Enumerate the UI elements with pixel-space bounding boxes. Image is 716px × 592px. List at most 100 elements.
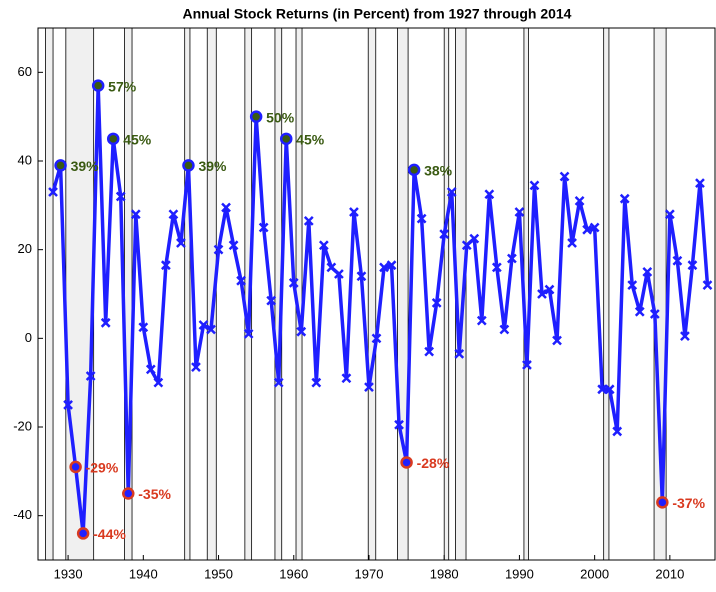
x-marker [476, 315, 487, 326]
value-label: 45% [296, 132, 325, 148]
highlight-marker [91, 79, 105, 92]
x-marker [258, 222, 269, 233]
x-marker [379, 262, 389, 273]
x-tick-label: 1940 [129, 566, 158, 581]
x-marker [349, 207, 359, 217]
x-marker [589, 222, 600, 233]
x-marker [326, 262, 337, 273]
x-marker [597, 384, 608, 395]
value-label: -35% [138, 486, 171, 502]
value-label: -37% [672, 495, 705, 511]
x-marker [454, 348, 465, 359]
x-marker [469, 233, 480, 244]
highlight-marker [249, 110, 263, 123]
x-marker [514, 207, 525, 217]
x-marker [431, 297, 442, 308]
x-marker [439, 229, 450, 240]
x-marker [499, 324, 510, 335]
x-marker [461, 240, 472, 251]
shaded-period [65, 27, 95, 561]
shaded-period [443, 27, 450, 561]
x-marker [221, 202, 231, 213]
x-marker [213, 244, 224, 255]
x-tick-label: 1980 [430, 566, 459, 581]
x-marker [664, 209, 675, 220]
x-marker [115, 191, 126, 202]
x-marker [529, 180, 540, 191]
chart-title: Annual Stock Returns (in Percent) from 1… [183, 6, 572, 22]
x-marker [318, 240, 329, 251]
x-marker [236, 275, 246, 286]
x-marker [642, 266, 653, 277]
x-marker [507, 253, 517, 264]
x-marker [85, 371, 96, 381]
x-marker [672, 255, 683, 266]
x-marker [649, 309, 660, 319]
x-tick-label: 1950 [204, 566, 233, 581]
x-marker [544, 284, 555, 295]
x-marker [552, 335, 562, 346]
value-label: -44% [93, 526, 126, 542]
x-marker [582, 224, 593, 235]
y-tick-label: -20 [13, 418, 32, 433]
value-label: 38% [424, 163, 453, 179]
y-tick-label: 60 [18, 64, 32, 79]
plot-area [38, 28, 715, 560]
x-marker [634, 306, 645, 317]
x-marker [386, 260, 397, 271]
x-marker [288, 278, 299, 288]
highlight-marker [54, 159, 67, 172]
shaded-period [45, 27, 54, 561]
x-marker [687, 260, 698, 271]
x-marker [145, 364, 156, 375]
x-marker [63, 399, 73, 410]
x-marker [341, 373, 352, 384]
x-marker [334, 269, 344, 279]
x-marker [695, 178, 705, 189]
highlight-marker [106, 132, 120, 146]
shaded-period [184, 27, 191, 561]
value-label: 39% [198, 158, 227, 174]
plot-frame [37, 27, 716, 561]
x-marker [680, 331, 690, 342]
highlight-marker [400, 456, 413, 469]
x-marker [559, 171, 570, 182]
x-marker [168, 209, 179, 220]
x-marker [574, 196, 585, 206]
value-label: -29% [86, 460, 119, 476]
x-marker [311, 377, 322, 388]
x-marker [243, 329, 254, 339]
x-marker [537, 289, 547, 299]
x-marker [394, 419, 404, 430]
y-tick-label: 0 [25, 330, 32, 345]
x-marker [364, 382, 374, 392]
y-tick-label: 40 [18, 152, 32, 167]
highlight-marker [69, 460, 82, 474]
x-marker [273, 377, 284, 388]
return-line [51, 83, 710, 536]
x-tick-label: 1970 [355, 566, 384, 581]
y-tick-label: 20 [18, 241, 32, 256]
highlight-marker [656, 496, 669, 509]
value-label: -28% [417, 455, 450, 471]
x-tick-label: 1990 [505, 566, 534, 581]
x-marker [176, 238, 186, 248]
x-marker [356, 271, 367, 282]
x-marker [371, 333, 382, 344]
x-marker [416, 213, 427, 224]
x-marker [612, 426, 623, 437]
x-marker [424, 346, 435, 357]
x-marker [491, 262, 502, 273]
x-marker [446, 187, 457, 197]
shaded-period [367, 27, 377, 561]
x-marker [160, 260, 171, 271]
x-marker [266, 295, 277, 306]
x-marker [48, 187, 58, 197]
x-marker [296, 326, 307, 337]
x-marker [100, 317, 111, 328]
x-marker [228, 240, 239, 251]
value-label: 57% [108, 78, 137, 94]
highlight-marker [76, 527, 90, 540]
x-marker [627, 280, 638, 291]
